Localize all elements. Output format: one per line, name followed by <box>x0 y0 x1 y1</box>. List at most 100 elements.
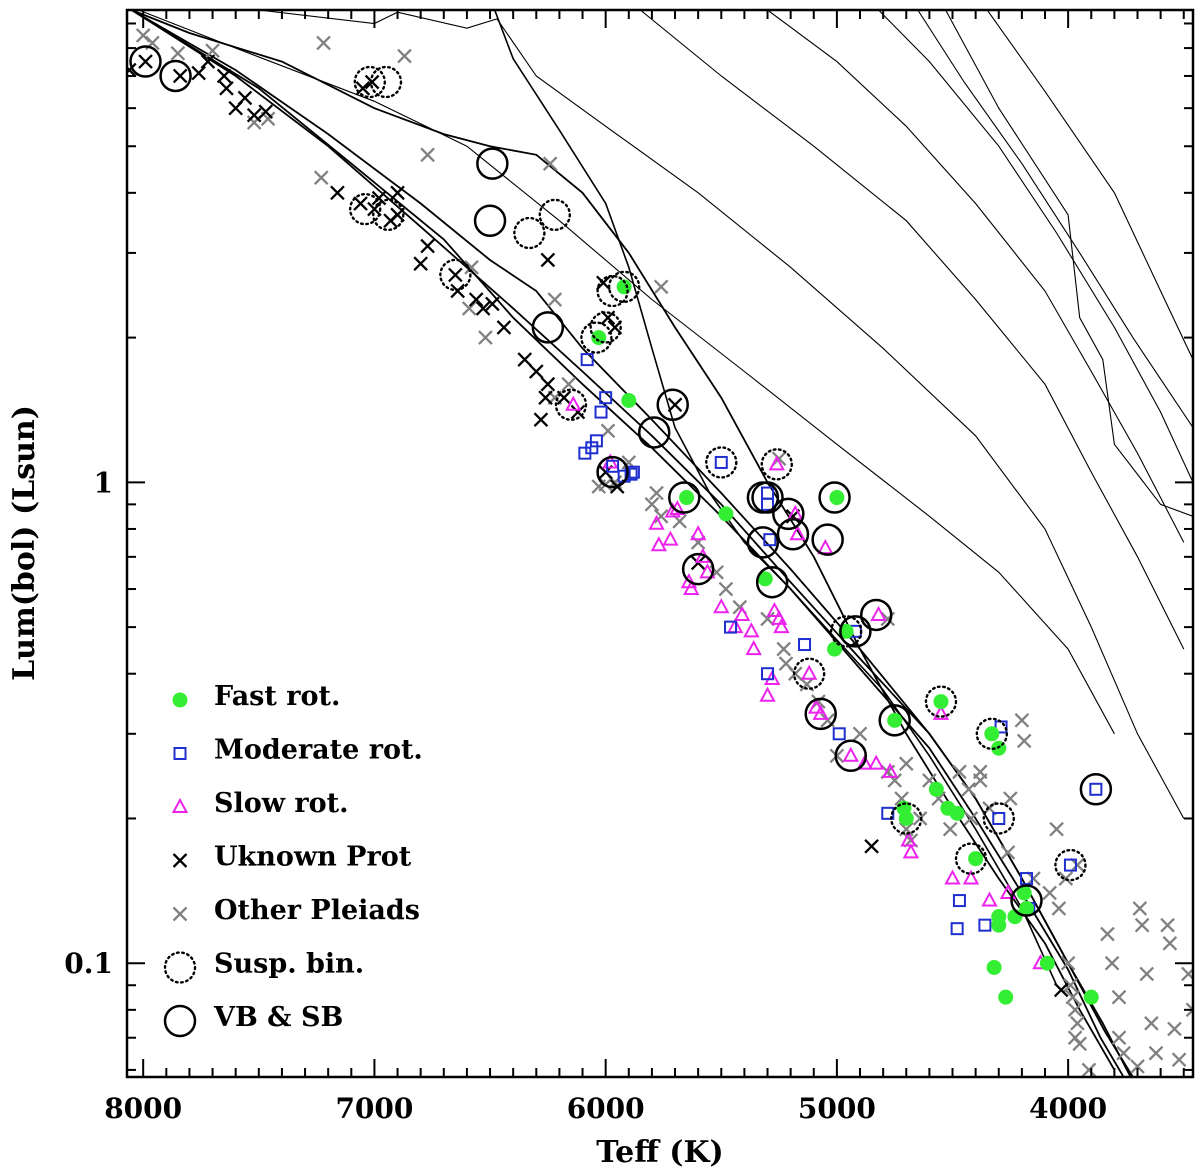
point-fast-rot <box>1039 955 1055 971</box>
point-moderate-rot <box>1089 782 1103 796</box>
point-slow-rot <box>733 605 751 621</box>
point-uknown-prot <box>219 80 234 96</box>
point-susp-bin <box>792 657 826 690</box>
point-slow-rot <box>773 618 790 634</box>
point-slow-rot <box>856 754 873 770</box>
point-other-pleiads <box>1016 733 1032 749</box>
point-slow-rot <box>770 609 788 625</box>
point-susp-bin <box>554 388 588 421</box>
point-other-pleiads <box>170 46 186 61</box>
point-moderate-rot <box>599 391 613 405</box>
point-uknown-prot <box>596 275 611 291</box>
point-susp-bin <box>353 65 386 99</box>
point-uknown-prot <box>475 301 491 316</box>
point-slow-rot <box>713 598 730 614</box>
point-susp-bin <box>954 842 988 875</box>
point-moderate-rot <box>978 918 992 932</box>
point-other-pleiads <box>1160 917 1175 933</box>
point-susp-bin <box>580 321 613 354</box>
point-fast-rot <box>968 851 984 867</box>
point-susp-bin <box>705 446 738 479</box>
point-uknown-prot <box>330 185 345 201</box>
point-other-pleiads <box>1070 1016 1085 1031</box>
point-moderate-rot <box>1063 858 1077 872</box>
point-other-pleiads <box>972 764 988 780</box>
data-points <box>127 28 1193 1077</box>
point-other-pleiads <box>478 330 493 345</box>
x-tick-label: 7000 <box>335 1092 413 1125</box>
point-other-pleiads <box>1185 1002 1193 1018</box>
isochrone-line <box>131 10 1134 1077</box>
point-slow-rot <box>902 843 920 859</box>
point-slow-rot <box>900 831 917 847</box>
point-fast-rot <box>621 392 637 408</box>
point-fast-rot <box>1083 989 1099 1005</box>
point-vb-sb <box>668 481 701 514</box>
point-other-pleiads <box>1148 1045 1164 1061</box>
point-uknown-prot <box>383 213 398 229</box>
point-other-pleiads <box>246 115 262 130</box>
point-uknown-prot <box>371 190 387 206</box>
point-slow-rot <box>683 579 700 596</box>
point-uknown-prot <box>667 397 683 413</box>
legend-item-vb-sb: VB & SB <box>163 1002 343 1038</box>
point-uknown-prot <box>127 62 137 78</box>
point-fast-rot <box>1019 900 1035 916</box>
point-moderate-rot <box>992 811 1006 825</box>
point-vb-sb <box>637 416 671 449</box>
point-other-pleiads <box>1144 1016 1159 1031</box>
point-other-pleiads <box>313 170 329 186</box>
point-vb-sb <box>681 552 715 586</box>
point-moderate-rot <box>606 459 620 473</box>
point-susp-bin <box>348 192 382 226</box>
point-other-pleiads <box>547 292 563 307</box>
isochrone-line <box>986 10 1193 360</box>
point-other-pleiads <box>397 48 412 64</box>
point-other-pleiads <box>205 43 220 59</box>
point-slow-rot <box>743 622 760 638</box>
point-moderate-rot <box>1020 872 1034 886</box>
point-moderate-rot <box>832 727 846 741</box>
legend-item-fast-rot: Fast rot. <box>172 681 340 712</box>
point-uknown-prot <box>528 364 544 379</box>
x-tick-label: 4000 <box>1029 1092 1107 1125</box>
point-other-pleiads <box>1081 1062 1097 1077</box>
point-susp-bin <box>369 65 403 99</box>
point-vb-sb <box>818 481 851 514</box>
point-susp-bin <box>372 198 405 232</box>
point-other-pleiads <box>776 641 792 657</box>
point-fast-rot <box>718 506 734 522</box>
isochrone-line <box>138 10 1115 735</box>
isochrone-line <box>258 10 1185 819</box>
point-slow-rot <box>868 754 885 770</box>
point-other-pleiads <box>561 376 576 392</box>
point-susp-bin <box>829 615 863 648</box>
legend-marker-other-pleiads <box>172 906 188 922</box>
legend-label: Moderate rot. <box>214 735 423 766</box>
legend-marker-uknown-prot <box>172 853 188 868</box>
point-moderate-rot <box>585 441 599 455</box>
x-axis-title: Teff (K) <box>596 1135 724 1170</box>
point-slow-rot <box>944 869 961 885</box>
point-fast-rot <box>838 623 854 639</box>
point-other-pleiads <box>464 260 479 275</box>
point-fast-rot <box>933 694 949 710</box>
y-tick-label: 0.1 <box>64 947 113 980</box>
point-slow-rot <box>817 538 834 555</box>
point-uknown-prot <box>517 352 533 367</box>
point-other-pleiads <box>1067 1002 1083 1018</box>
point-other-pleiads <box>1060 955 1076 971</box>
point-moderate-rot <box>761 667 775 681</box>
point-vb-sb <box>878 704 911 737</box>
point-susp-bin <box>975 717 1009 750</box>
legend-marker-susp-bin <box>163 951 197 984</box>
point-other-pleiads <box>1003 791 1018 806</box>
point-other-pleiads <box>1065 989 1081 1005</box>
point-vb-sb <box>811 523 844 556</box>
isochrone-line <box>917 10 1193 428</box>
y-axis-title: Lum(bol) (Lsun) <box>7 405 42 681</box>
point-slow-rot <box>807 698 825 714</box>
point-other-pleiads <box>1134 917 1150 933</box>
point-moderate-rot <box>761 497 775 511</box>
point-moderate-rot <box>580 353 594 367</box>
